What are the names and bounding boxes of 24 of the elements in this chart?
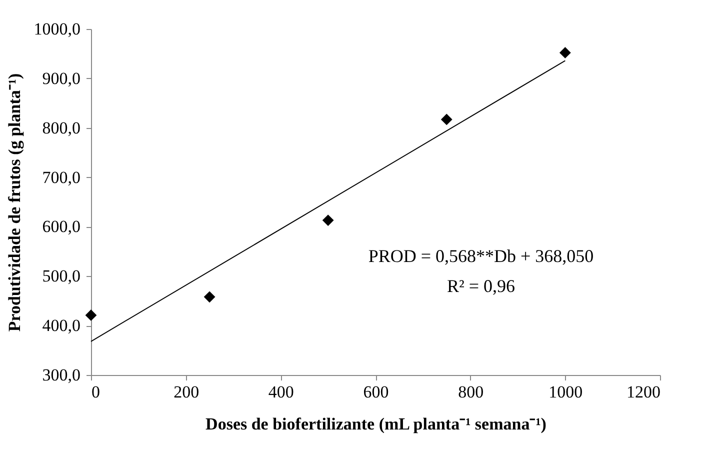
y-axis-title: Produtividade de frutos (g planta⁻¹) bbox=[4, 73, 24, 332]
y-tick-label: 400,0 bbox=[42, 316, 80, 336]
y-tick-label: 900,0 bbox=[42, 68, 80, 88]
point bbox=[85, 309, 97, 321]
y-tick-label: 800,0 bbox=[42, 118, 80, 138]
y-tick-label: 600,0 bbox=[42, 217, 80, 236]
x-tick-label: 0 bbox=[92, 382, 100, 402]
x-axis-title: Doses de biofertilizante (mL planta⁻¹ semana⁻¹) bbox=[206, 414, 546, 434]
y-tick-label: 1000,0 bbox=[34, 20, 80, 38]
point bbox=[204, 291, 216, 303]
y-tick-label: 300,0 bbox=[42, 366, 80, 384]
x-tick-label: 400 bbox=[268, 382, 294, 402]
x-tick-label: 600 bbox=[363, 382, 389, 402]
x-tick-label: 200 bbox=[174, 382, 200, 402]
annotation: PROD = 0,568**Db + 368,050 bbox=[368, 246, 594, 266]
y-tick-label: 500,0 bbox=[42, 266, 80, 286]
x-tick-label: 1200 bbox=[626, 382, 660, 402]
y-tick-label: 700,0 bbox=[42, 168, 80, 187]
x-tick-label: 1000 bbox=[548, 382, 583, 402]
point bbox=[559, 47, 571, 58]
x-tick-label: 800 bbox=[458, 382, 484, 402]
point bbox=[440, 114, 452, 126]
point bbox=[322, 214, 334, 226]
annotation: R² = 0,96 bbox=[446, 276, 516, 296]
